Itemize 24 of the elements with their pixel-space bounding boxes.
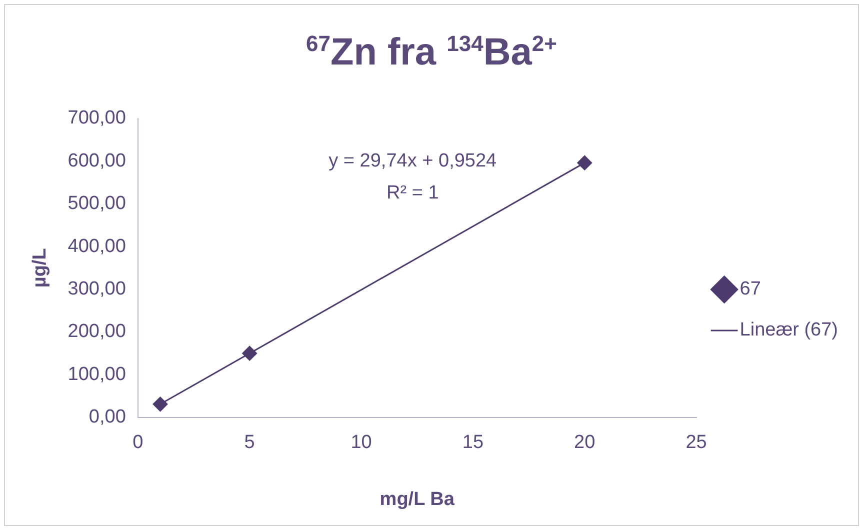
y-tick-label: 400,00 xyxy=(68,236,126,257)
x-tick-label: 10 xyxy=(350,432,372,454)
y-tick-label: 200,00 xyxy=(68,321,126,342)
x-tick-label: 0 xyxy=(132,432,144,454)
y-tick-label: 700,00 xyxy=(68,108,126,129)
x-tick-label: 5 xyxy=(244,432,255,454)
legend-label: 67 xyxy=(740,278,761,300)
point xyxy=(242,346,258,361)
y-tick-label: 300,00 xyxy=(68,278,126,300)
y-tick-label: 0,00 xyxy=(88,406,126,428)
y-axis-title: µg/L xyxy=(30,248,51,288)
y-tick-label: 100,00 xyxy=(68,364,126,385)
point xyxy=(152,396,168,412)
x-tick-label: 25 xyxy=(686,432,707,454)
y-tick-label: 500,00 xyxy=(68,193,126,214)
y-tick-label: 600,00 xyxy=(68,150,126,172)
x-tick-label: 15 xyxy=(462,432,484,454)
annotation: R² = 1 xyxy=(386,182,439,204)
annotation: y = 29,74x + 0,9524 xyxy=(328,150,498,172)
chart-title: $^{67}$Zn fra $^{134}$Ba$^{2+}$ xyxy=(305,31,558,75)
point xyxy=(577,155,592,170)
x-axis-title: mg/L Ba xyxy=(380,488,455,510)
legend-label: Lineær (67) xyxy=(740,320,838,341)
x-tick-label: 20 xyxy=(574,432,596,454)
